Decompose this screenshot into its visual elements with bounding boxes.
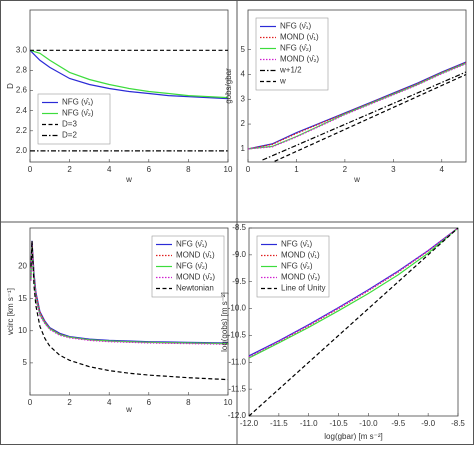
x-axis-label: w: [125, 405, 132, 414]
x-tick-label: 0: [246, 165, 251, 174]
legend-label: w: [279, 77, 286, 86]
legend-label: MOND (ν̂₂): [281, 273, 320, 282]
series-line: [274, 73, 467, 162]
x-tick-label: 6: [147, 398, 152, 407]
y-axis-label: log(gobs) [m s⁻²]: [220, 292, 229, 352]
y-tick-label: 2: [241, 119, 246, 128]
x-tick-label: 4: [107, 165, 112, 174]
x-tick-label: 10: [224, 398, 233, 407]
legend-label: NFG (ν̂₂): [280, 44, 312, 53]
y-tick-label: 1: [241, 144, 246, 153]
x-tick-label: 4: [440, 165, 445, 174]
x-tick-label: 3: [391, 165, 396, 174]
legend-label: NFG (ν̂₁): [62, 98, 93, 107]
y-tick-label: 4: [241, 70, 246, 79]
y-tick-label: -9.0: [232, 250, 246, 259]
x-tick-label: 2: [67, 398, 72, 407]
x-tick-label: 1: [294, 165, 299, 174]
legend-label: NFG (ν̂₁): [281, 240, 312, 249]
legend-label: MOND (ν̂₂): [176, 273, 215, 282]
y-axis-label: gobs/gbar: [224, 68, 233, 104]
x-tick-label: -11.5: [270, 419, 288, 428]
series-line: [30, 248, 229, 345]
legend-label: w+1/2: [279, 66, 302, 75]
x-tick-label: 4: [107, 398, 112, 407]
plot-frame: [248, 227, 459, 417]
x-tick-label: -10.5: [329, 419, 348, 428]
x-axis-label: w: [353, 175, 360, 184]
x-tick-label: -11.0: [300, 419, 318, 428]
y-tick-label: 3: [241, 94, 246, 103]
x-tick-label: 2: [343, 165, 348, 174]
y-tick-label: 5: [23, 358, 28, 367]
series-line: [247, 62, 467, 150]
y-tick-label: 5: [241, 45, 246, 54]
plot-frame: [29, 9, 229, 163]
series-line: [29, 49, 229, 99]
y-tick-label: 20: [18, 262, 27, 271]
y-axis-label: D: [6, 83, 15, 89]
y-tick-label: 15: [18, 294, 27, 303]
y-tick-label: 2.2: [16, 126, 28, 135]
legend-label: NFG (ν̂₂): [62, 109, 94, 118]
y-tick-label: 3.0: [16, 45, 28, 54]
x-tick-label: -9.0: [421, 419, 435, 428]
legend-label: NFG (ν̂₁): [280, 22, 311, 31]
legend-label: NFG (ν̂₂): [176, 262, 208, 271]
y-tick-label: -9.5: [232, 277, 246, 286]
x-tick-label: 8: [186, 165, 191, 174]
plot-frame: [29, 227, 229, 396]
x-tick-label: 2: [67, 165, 72, 174]
x-tick-label: 0: [28, 398, 33, 407]
series-line: [248, 227, 459, 359]
y-tick-label: -10.5: [228, 331, 247, 340]
y-tick-label: -11.0: [228, 357, 246, 366]
x-tick-label: -10.0: [359, 419, 378, 428]
series-line: [248, 227, 459, 358]
y-tick-label: 2.4: [16, 106, 28, 115]
y-tick-label: -11.5: [228, 384, 246, 393]
x-tick-label: 8: [186, 398, 191, 407]
y-tick-label: 2.0: [16, 146, 28, 155]
y-tick-label: 10: [18, 326, 27, 335]
series-line: [247, 63, 467, 150]
y-tick-label: -12.0: [228, 411, 247, 420]
legend-box: [255, 17, 329, 91]
series-line: [248, 227, 459, 417]
x-axis-label: log(gbar) [m s⁻²]: [324, 432, 382, 441]
legend-label: D=3: [62, 120, 77, 129]
y-axis-label: vcirc [km s⁻¹]: [6, 288, 15, 335]
legend-label: MOND (ν̂₁): [281, 251, 320, 260]
legend-label: MOND (ν̂₁): [176, 251, 215, 260]
x-tick-label: -8.5: [451, 419, 465, 428]
y-tick-label: 2.6: [16, 86, 28, 95]
legend-label: NFG (ν̂₁): [176, 240, 207, 249]
plot-frame: [247, 9, 467, 163]
legend-label: NFG (ν̂₂): [281, 262, 313, 271]
x-tick-label: -12.0: [240, 419, 259, 428]
series-line: [30, 240, 229, 381]
y-tick-label: 2.8: [16, 66, 28, 75]
y-tick-label: -8.5: [232, 223, 246, 232]
x-tick-label: -9.5: [391, 419, 405, 428]
series-line: [29, 49, 229, 100]
x-tick-label: 0: [28, 165, 33, 174]
legend-label: MOND (ν̂₁): [280, 33, 319, 42]
legend-label: MOND (ν̂₂): [280, 55, 319, 64]
x-tick-label: 10: [224, 165, 233, 174]
x-axis-label: w: [125, 175, 132, 184]
legend-label: Line of Unity: [281, 284, 325, 293]
legend-label: D=2: [62, 131, 77, 140]
x-tick-label: 6: [147, 165, 152, 174]
y-tick-label: -10.0: [228, 304, 247, 313]
legend-label: Newtonian: [176, 284, 214, 293]
